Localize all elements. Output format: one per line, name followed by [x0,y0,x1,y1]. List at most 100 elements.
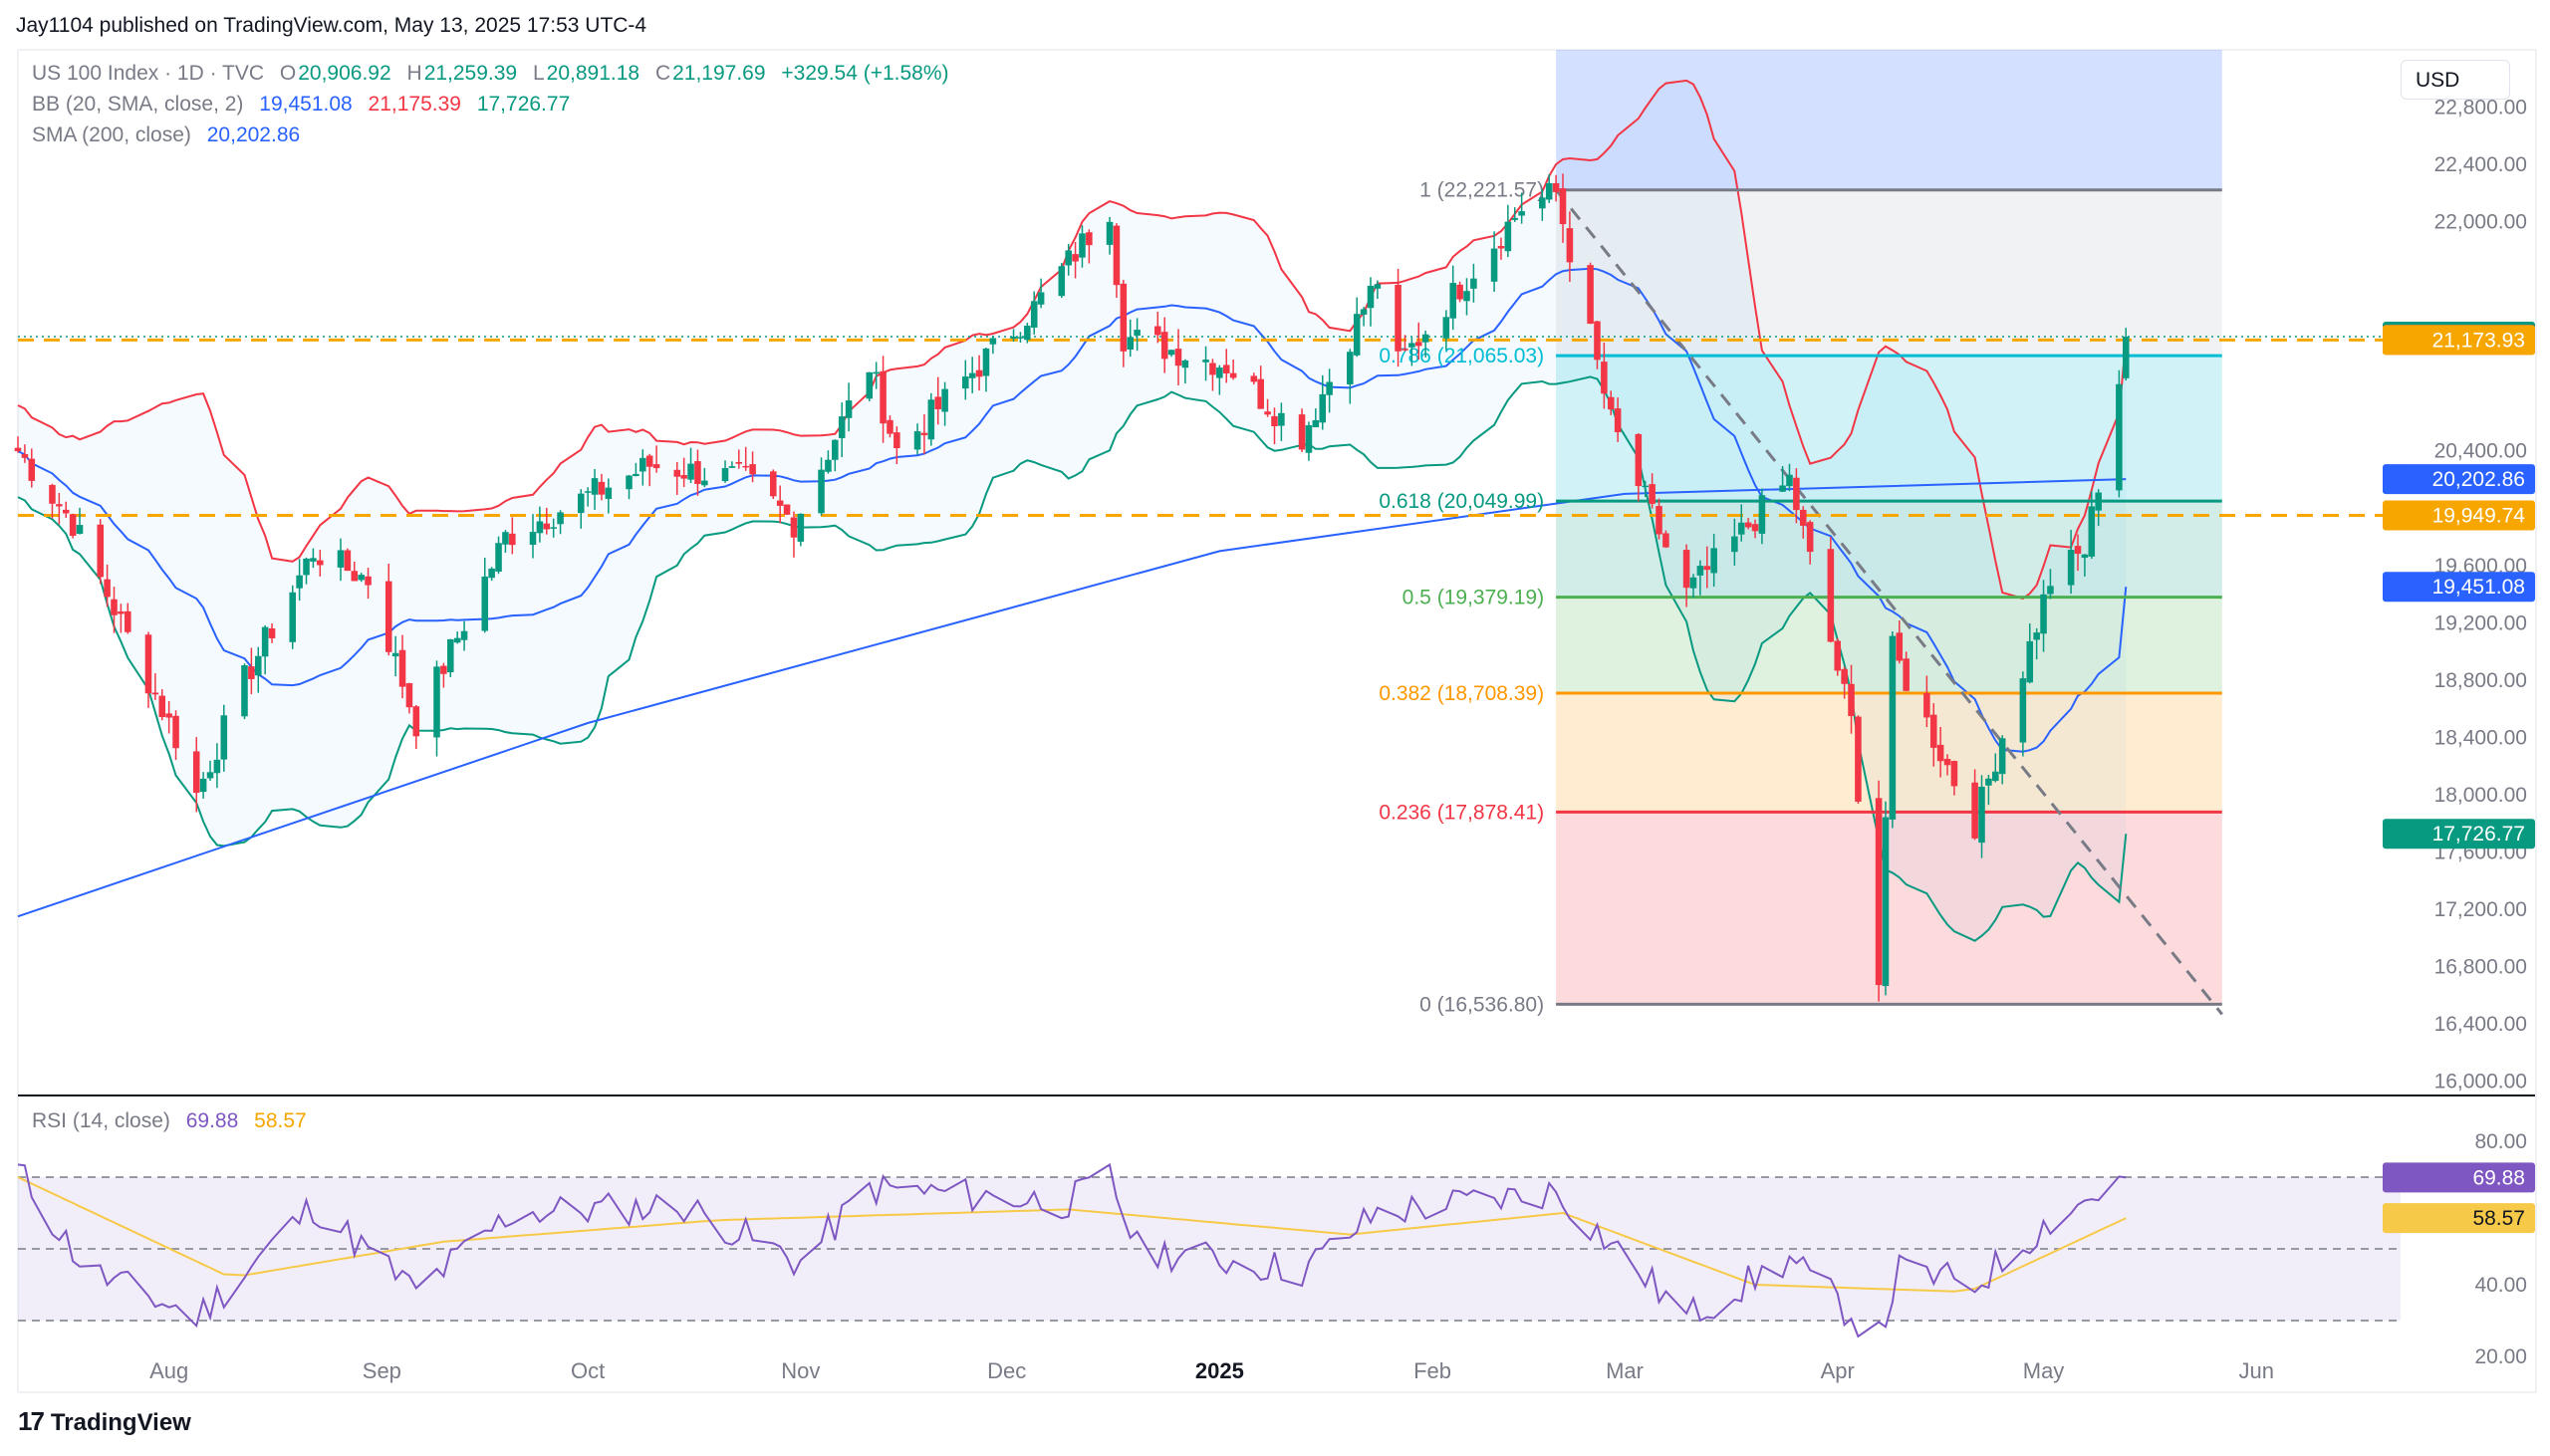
candle-body [1030,301,1038,328]
candle-body [1710,548,1717,574]
candle-body [1689,577,1697,589]
candle-body [694,461,701,484]
candle-body [481,576,489,631]
x-tick-label: Nov [781,1358,820,1383]
candle-body [1552,182,1560,192]
candle-body [1278,412,1285,426]
candle-body [1896,632,1904,661]
candle-body [1696,566,1704,576]
candle-body [557,512,564,525]
y-tick-label: 18,000.00 [2434,784,2527,807]
candle-body [1497,246,1505,249]
candle-body [975,369,983,377]
candle-body [673,469,681,477]
candle-body [893,432,900,449]
legend-main: US 100 Index · 1D · TVC O20,906.92 H21,2… [32,62,959,86]
rsi-ma-badge [2383,1203,2535,1234]
legend-sma[interactable]: SMA (200, close) 20,202.86 [32,123,310,147]
candle-body [405,683,413,708]
candle-body [1456,284,1463,300]
candle-body [2081,554,2089,559]
fib-zone [1556,597,2222,694]
candle-body [111,599,118,615]
legend-high: 21,259.39 [423,62,518,85]
candle-body [605,487,613,499]
candle-body [1662,533,1669,548]
fib-level-label: 1 (22,221.57) [1419,179,1544,202]
candle-body [2095,492,2102,511]
candle-body [1113,225,1121,286]
candle-body [1649,484,1656,504]
candle-body [1058,266,1066,297]
candle-body [776,500,784,506]
candle-body [866,371,874,399]
tradingview-logo[interactable]: 17 TradingView [18,1406,191,1437]
fib-zone [1556,812,2222,1005]
candle-body [1950,761,1958,787]
legend-low-label: L [532,62,545,85]
candle-body [310,558,317,562]
fib-level-label: 0.786 (21,065.03) [1379,345,1544,367]
y-tick-label: 22,800.00 [2434,97,2527,120]
candle-body [358,575,365,581]
candle-body [645,455,653,467]
candle-body [1470,278,1477,289]
rsi-badge-label: 69.88 [2472,1166,2525,1189]
candle-body [626,475,633,490]
x-tick-label: Sep [363,1358,401,1383]
candle-body [241,665,248,717]
candle-body [687,463,694,480]
candle-body [1079,233,1086,258]
candle-body [1037,292,1045,305]
price-badge-label: 21,173.93 [2432,329,2525,352]
candle-body [934,396,941,409]
candle-body [172,715,179,749]
candle-body [1703,566,1711,571]
bb-fill [18,80,2127,941]
candle-body [591,478,599,495]
fib-level-label: 0.618 (20,049.99) [1379,490,1544,513]
candle-body [1449,283,1456,319]
legend-bb[interactable]: BB (20, SMA, close, 2) 19,451.08 21,175.… [32,93,580,117]
candle-body [1312,419,1320,428]
x-tick-label: Mar [1606,1358,1644,1383]
legend-rsi[interactable]: RSI (14, close) 69.88 58.57 [32,1109,317,1133]
legend-bb-basis: 19,451.08 [259,93,353,116]
fib-trendline [1554,188,2223,1016]
candle-body [1751,524,1759,532]
candle-body [1442,317,1450,339]
candle-body [1882,817,1890,987]
candle-body [1923,692,1930,718]
candle-body [529,532,537,545]
price-badge [2383,325,2535,356]
price-badge [2383,819,2535,849]
candle-body [1229,372,1237,378]
currency-button[interactable]: USD [2401,60,2510,100]
price-badge-label: 19,451.08 [2432,576,2525,599]
candle-body [151,692,159,695]
rsi-badge [2383,1162,2535,1193]
candle-body [769,471,777,497]
candle-body [1298,414,1306,450]
candle-body [1800,509,1807,526]
candle-body [968,372,976,378]
fib-level-label: 0.5 (19,379.19) [1402,587,1544,609]
candle-body [1848,683,1855,717]
candle-body [1889,635,1897,820]
tradingview-brand: TradingView [50,1409,191,1436]
candle-body [577,493,585,514]
y-tick-label: 18,800.00 [2434,669,2527,692]
y-tick-label: 22,000.00 [2434,211,2527,234]
fib-zone [1556,501,2222,598]
candle-body [1943,758,1951,766]
candle-body [1347,352,1354,384]
candle-body [735,461,743,464]
legend-symbol[interactable]: US 100 Index · 1D · TVC [32,62,265,85]
candle-body [317,560,324,566]
legend-open: 20,906.92 [298,62,391,85]
candle-body [1779,485,1786,492]
legend-sma-value: 20,202.86 [206,123,301,146]
candle-body [344,550,352,572]
candle-body [2074,546,2082,555]
